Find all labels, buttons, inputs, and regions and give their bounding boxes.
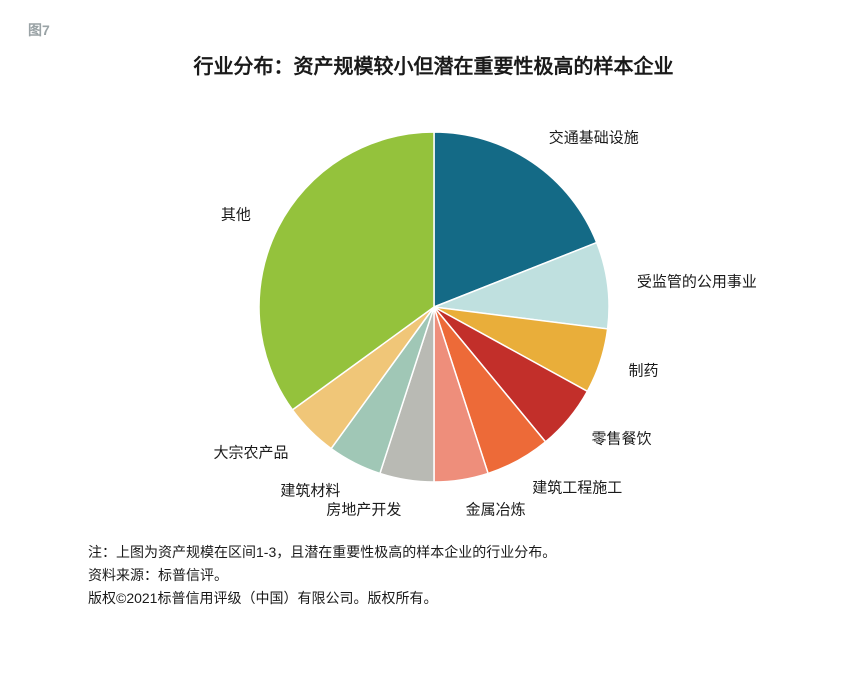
footnote-line: 版权©2021标普信用评级（中国）有限公司。版权所有。: [88, 587, 839, 610]
slice-label: 其他: [221, 203, 251, 224]
slice-label: 零售餐饮: [591, 427, 651, 448]
footnote-line: 注：上图为资产规模在区间1-3，且潜在重要性极高的样本企业的行业分布。: [88, 541, 839, 564]
slice-label: 受监管的公用事业: [637, 271, 757, 292]
pie-chart: 交通基础设施受监管的公用事业制药零售餐饮建筑工程施工金属冶炼 房地产开发建筑材料 大…: [29, 97, 839, 527]
footnote-line: 资料来源：标普信评。: [88, 564, 839, 587]
chart-title: 行业分布：资产规模较小但潜在重要性极高的样本企业: [28, 50, 839, 79]
slice-label: 房地产开发: [326, 499, 401, 520]
figure-label: 图7: [28, 20, 839, 40]
slice-label: 制药: [628, 360, 658, 381]
footnotes: 注：上图为资产规模在区间1-3，且潜在重要性极高的样本企业的行业分布。资料来源：…: [88, 541, 839, 610]
slice-label: 建筑材料: [280, 479, 340, 500]
slice-label: 建筑工程施工: [532, 476, 622, 497]
pie-svg: [29, 97, 839, 527]
slice-label: 交通基础设施: [549, 127, 639, 148]
slice-label: 大宗农产品: [214, 441, 289, 462]
slice-label: 金属冶炼: [466, 499, 526, 520]
